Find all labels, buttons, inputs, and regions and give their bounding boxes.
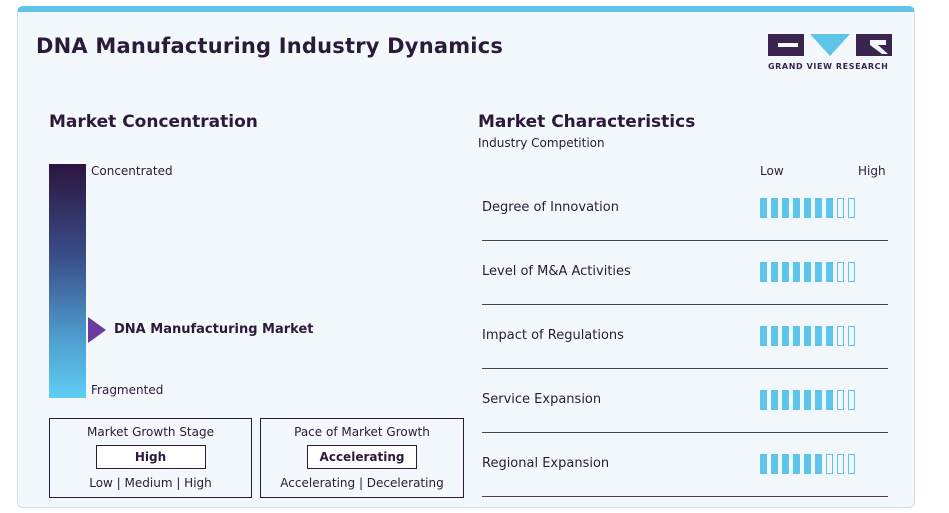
concentrated-label: Concentrated xyxy=(91,164,173,178)
rating-segment-filled xyxy=(793,454,800,474)
rating-segment-filled xyxy=(771,326,778,346)
row-divider xyxy=(482,368,888,369)
rating-segment-filled xyxy=(760,262,767,282)
rating-segment-empty xyxy=(848,198,855,218)
dynamics-card: DNA Manufacturing Industry Dynamics GRAN… xyxy=(17,6,915,508)
rating-segment-filled xyxy=(760,390,767,410)
characteristic-rating-scale xyxy=(760,326,855,346)
growth-stage-title: Market Growth Stage xyxy=(87,425,214,439)
characteristic-label: Service Expansion xyxy=(482,392,602,407)
rating-segment-empty xyxy=(837,198,844,218)
rating-segment-filled xyxy=(782,262,789,282)
rating-segment-filled xyxy=(826,262,833,282)
rating-segment-filled xyxy=(760,326,767,346)
rating-segment-filled xyxy=(782,390,789,410)
rating-segment-filled xyxy=(782,454,789,474)
rating-segment-filled xyxy=(793,262,800,282)
rating-segment-filled xyxy=(826,326,833,346)
rating-segment-empty xyxy=(848,454,855,474)
market-position-label: DNA Manufacturing Market xyxy=(114,322,314,337)
logo-v-icon xyxy=(810,34,850,56)
row-divider xyxy=(482,496,888,497)
rating-segment-filled xyxy=(782,326,789,346)
rating-segment-empty xyxy=(837,262,844,282)
rating-segment-filled xyxy=(771,390,778,410)
growth-stage-scale: Low | Medium | High xyxy=(89,476,212,490)
rating-segment-filled xyxy=(793,198,800,218)
rating-segment-filled xyxy=(771,198,778,218)
rating-segment-filled xyxy=(793,390,800,410)
rating-segment-empty xyxy=(837,326,844,346)
market-position-marker-icon xyxy=(88,317,106,343)
fragmented-label: Fragmented xyxy=(91,383,164,397)
rating-segment-filled xyxy=(804,198,811,218)
rating-segment-filled xyxy=(815,454,822,474)
growth-pace-title: Pace of Market Growth xyxy=(294,425,430,439)
rating-segment-filled xyxy=(804,454,811,474)
rating-segment-empty xyxy=(826,454,833,474)
growth-stage-value: High xyxy=(95,445,206,469)
rating-segment-empty xyxy=(848,262,855,282)
growth-pace-value: Accelerating xyxy=(307,445,417,469)
rating-segment-filled xyxy=(804,326,811,346)
scale-high-label: High xyxy=(858,164,886,178)
row-divider xyxy=(482,432,888,433)
scale-low-label: Low xyxy=(760,164,784,178)
row-divider xyxy=(482,304,888,305)
rating-segment-filled xyxy=(804,390,811,410)
rating-segment-filled xyxy=(771,262,778,282)
rating-segment-filled xyxy=(804,262,811,282)
grand-view-research-logo: GRAND VIEW RESEARCH xyxy=(768,34,892,71)
rating-segment-filled xyxy=(815,326,822,346)
rating-segment-filled xyxy=(793,326,800,346)
characteristics-title: Market Characteristics xyxy=(478,112,696,132)
characteristic-rating-scale xyxy=(760,454,855,474)
characteristics-subtitle: Industry Competition xyxy=(478,136,605,150)
logo-g-icon xyxy=(768,34,804,56)
rating-segment-filled xyxy=(760,198,767,218)
growth-pace-scale: Accelerating | Decelerating xyxy=(280,476,444,490)
characteristic-label: Impact of Regulations xyxy=(482,328,624,343)
rating-segment-empty xyxy=(837,454,844,474)
logo-text: GRAND VIEW RESEARCH xyxy=(768,62,889,71)
rating-segment-filled xyxy=(760,454,767,474)
rating-segment-empty xyxy=(848,390,855,410)
logo-r-icon xyxy=(856,34,892,56)
concentration-title: Market Concentration xyxy=(49,112,258,132)
rating-segment-filled xyxy=(771,454,778,474)
rating-segment-filled xyxy=(815,262,822,282)
concentration-gradient-bar xyxy=(49,164,86,398)
rating-segment-filled xyxy=(815,198,822,218)
characteristic-label: Level of M&A Activities xyxy=(482,264,631,279)
characteristic-rating-scale xyxy=(760,198,855,218)
page-title: DNA Manufacturing Industry Dynamics xyxy=(36,34,504,58)
rating-segment-filled xyxy=(782,198,789,218)
rating-segment-filled xyxy=(826,198,833,218)
rating-segment-empty xyxy=(848,326,855,346)
growth-stage-box: Market Growth Stage High Low | Medium | … xyxy=(49,418,252,498)
row-divider xyxy=(482,240,888,241)
rating-segment-filled xyxy=(815,390,822,410)
rating-segment-filled xyxy=(826,390,833,410)
characteristic-rating-scale xyxy=(760,262,855,282)
growth-pace-box: Pace of Market Growth Accelerating Accel… xyxy=(260,418,464,498)
characteristic-label: Degree of Innovation xyxy=(482,200,619,215)
characteristic-label: Regional Expansion xyxy=(482,456,610,471)
rating-segment-empty xyxy=(837,390,844,410)
characteristic-rating-scale xyxy=(760,390,855,410)
